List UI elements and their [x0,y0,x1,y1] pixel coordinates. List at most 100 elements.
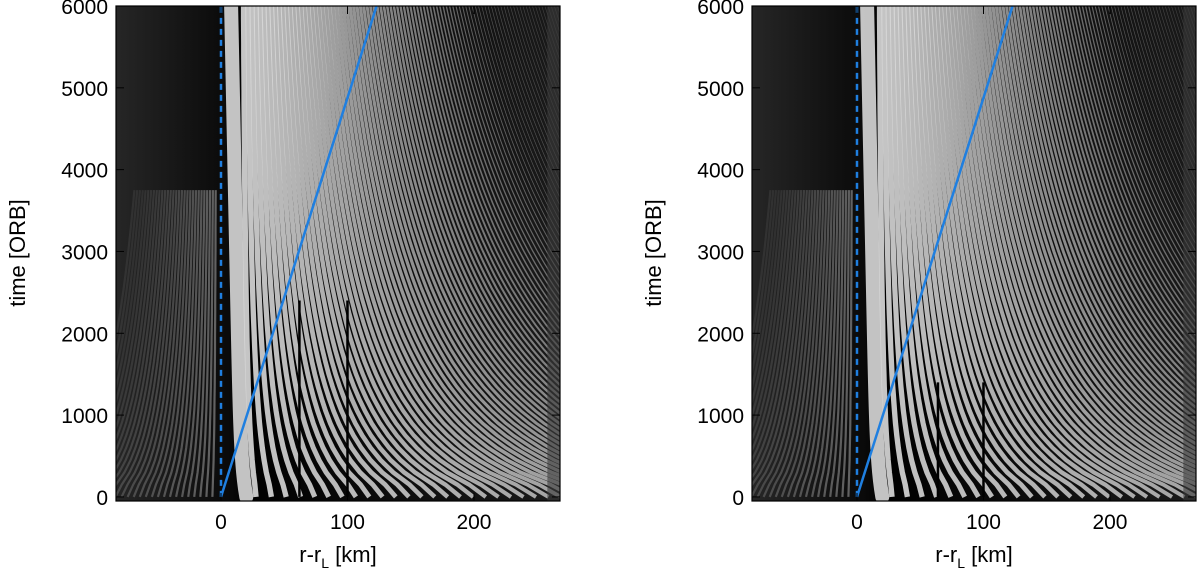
wave-stripe [1088,6,1196,289]
wave-stripe [500,6,560,174]
wave-stripe [409,6,560,375]
wave-stripe [952,6,1161,499]
inner-wave-stripe [116,190,164,471]
inner-wave-stripe [116,190,147,406]
y-tick-label: 2000 [61,323,108,346]
x-tick-label: 0 [215,511,227,534]
wave-stripe [291,6,437,499]
inner-wave-stripe [804,190,834,498]
inner-wave-stripe [211,190,217,497]
inner-wave-stripe [181,190,203,498]
wave-stripe [1139,6,1196,166]
inner-wave-stripe [150,190,189,498]
wave-stripe [1110,6,1196,238]
wave-pattern-1 [116,6,560,501]
wave-stripe [510,6,560,149]
wave-stripe [419,6,560,356]
inner-wave-stripe [798,190,831,498]
bright-band [224,6,254,501]
wave-stripe [327,6,560,499]
wave-stripe [276,6,385,499]
wave-stripe [1075,6,1196,317]
wave-stripe [987,6,1196,465]
inner-wave-stripe [199,190,212,497]
inner-wave-stripe [144,190,186,498]
inner-wave-stripe [138,190,184,498]
y-tick-label: 1000 [61,405,108,428]
inner-wave-stripe [156,190,192,498]
wave-stripe [998,6,1196,451]
plot-frame-2 [751,5,1197,502]
wave-stripe [960,6,1186,499]
wave-stripe [912,6,1021,499]
wave-pattern-2 [752,6,1200,501]
wave-stripe [927,6,1073,499]
wave-stripe [1038,6,1196,387]
wave-stripe [261,6,331,499]
wave-stripe [1078,6,1196,310]
wave-stripe [991,6,1196,460]
wave-stripe [1005,6,1196,441]
inner-wave-stripe [752,190,803,479]
wave-stripe [1120,6,1196,214]
wave-stripe [956,6,1174,499]
wave-stripe [1001,6,1196,446]
wave-stripe [273,6,372,499]
wave-stripe [416,6,560,363]
wave-stripe [280,6,398,499]
wave-stripe [372,6,560,436]
wave-stripe [1130,6,1196,191]
wave-stripe [1052,6,1196,363]
wave-stripe [478,6,560,230]
wave-stripe [1081,6,1196,303]
wave-stripe [1035,6,1196,393]
y-tick-label: 0 [96,487,108,510]
wave-stripe [1197,6,1200,497]
wave-stripe [994,6,1196,456]
wave-stripe [1025,6,1196,410]
wave-stripe [1091,6,1196,282]
wave-stripe [358,6,560,456]
x-tick-label: 200 [456,511,491,534]
wave-stripe [324,6,550,499]
y-tick-label: 3000 [61,241,108,264]
wave-stripe [876,6,895,498]
wave-stripe [412,6,560,369]
inner-wave-stripe [752,190,792,442]
wave-stripe [442,6,560,310]
wave-stripe [406,6,560,381]
y-axis-label-2: time [ORB] [641,199,666,307]
wave-stripe [1146,6,1196,149]
wave-stripe [506,6,560,158]
inner-wave-stripe [116,190,139,360]
wave-stripe [1084,6,1196,296]
plot-frame-1 [115,5,561,502]
wave-stripe [1045,6,1196,375]
wave-stripe [487,6,560,206]
wave-stripe [519,6,560,124]
wave-stripe [963,6,1196,499]
inner-wave-stripe [752,190,783,406]
wave-stripe [945,6,1136,499]
wave-stripe [302,6,475,499]
wave-stripe [331,6,560,492]
inner-wave-stripe [752,190,778,376]
inner-wave-stripe [162,190,195,498]
wave-stripe [439,6,560,317]
wave-stripe [295,6,450,499]
wave-stripe [334,6,560,486]
wave-stripe [970,6,1196,486]
wave-stripe [448,6,560,296]
wave-front-line [855,6,1014,498]
wave-stripe [503,6,560,166]
wave-stripe [474,6,560,238]
wave-stripe [396,6,560,399]
wave-front-line [219,6,378,498]
inner-wave-stripe [752,190,786,419]
wave-stripe [1136,6,1196,174]
wave-stripe [1071,6,1196,324]
y-tick-label: 5000 [61,78,108,101]
wave-stripe [375,6,560,431]
inner-wave-stripe [168,190,198,498]
